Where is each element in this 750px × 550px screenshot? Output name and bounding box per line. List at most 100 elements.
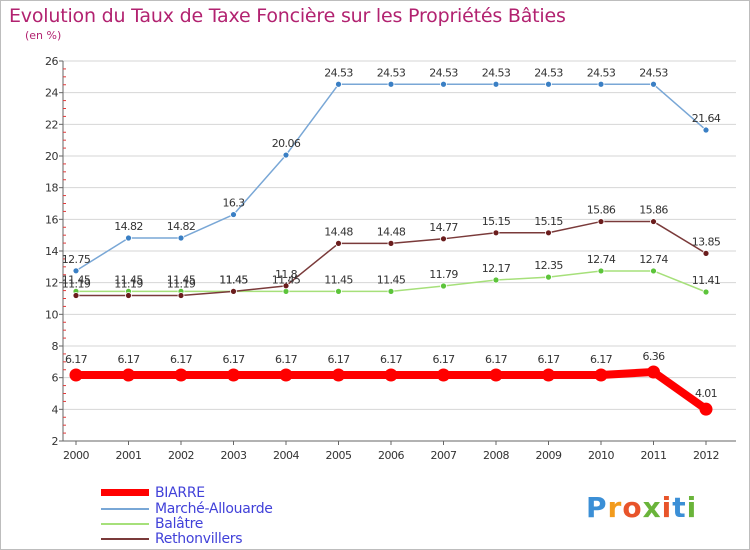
legend-swatch (101, 489, 149, 496)
x-tick-label: 2007 (431, 449, 457, 462)
data-label: 12.74 (639, 253, 668, 266)
data-label: 11.45 (272, 273, 301, 286)
data-point (597, 267, 605, 275)
data-point (702, 288, 710, 296)
data-label: 15.15 (534, 215, 563, 228)
data-label: 15.86 (639, 204, 668, 217)
data-label: 14.48 (377, 225, 406, 238)
data-point (440, 80, 447, 88)
logo-letter: t (672, 491, 687, 524)
data-label: 14.48 (324, 225, 353, 238)
data-label: 11.45 (219, 273, 248, 286)
data-point (282, 151, 290, 159)
data-label: 11.45 (167, 273, 196, 286)
data-label: 6.17 (170, 353, 193, 366)
data-label: 20.06 (272, 137, 301, 150)
data-point (440, 235, 447, 243)
y-tick-label: 12 (45, 277, 58, 290)
x-tick-label: 2000 (63, 449, 89, 462)
legend-label: Balâtre (155, 516, 204, 532)
data-point (177, 292, 185, 299)
data-label: 14.82 (114, 220, 143, 233)
data-point (699, 402, 713, 416)
y-tick-label: 16 (45, 213, 58, 226)
proxiti-logo: Proxiti (586, 491, 697, 524)
data-label: 6.17 (432, 353, 455, 366)
data-label: 14.82 (167, 220, 196, 233)
data-label: 24.53 (534, 66, 563, 79)
data-point (489, 368, 503, 382)
legend-item-marche-allouarde: Marché-Allouarde (101, 501, 361, 517)
data-label: 11.19 (62, 277, 91, 290)
data-label: 11.19 (167, 277, 196, 290)
data-label: 6.17 (222, 353, 245, 366)
x-tick-label: 2005 (326, 449, 352, 462)
data-label: 11.45 (324, 273, 353, 286)
data-label: 6.36 (642, 350, 665, 363)
data-label: 21.64 (692, 112, 721, 125)
data-label: 11.45 (377, 273, 406, 286)
x-tick-label: 2012 (693, 449, 719, 462)
y-tick-label: 6 (52, 372, 59, 385)
legend-item-biarre: BIARRE (101, 485, 361, 501)
data-point (282, 282, 290, 290)
data-point (594, 368, 608, 382)
data-label: 11.45 (114, 273, 143, 286)
data-label: 13.85 (692, 235, 721, 248)
data-point (230, 211, 237, 218)
data-label: 16.3 (222, 197, 245, 210)
data-point (335, 239, 342, 247)
data-point (492, 276, 500, 284)
data-point (69, 368, 83, 382)
data-point (72, 267, 80, 275)
y-tick-label: 22 (45, 118, 58, 131)
legend-item-rethonvillers: Rethonvillers (101, 531, 361, 547)
data-point (177, 234, 185, 242)
data-label: 24.53 (429, 66, 458, 79)
logo-letter: x (642, 491, 662, 524)
data-point (597, 218, 605, 225)
data-point (647, 365, 660, 379)
data-point (387, 80, 395, 88)
x-tick-label: 2003 (221, 449, 247, 462)
data-label: 11.45 (219, 273, 248, 286)
data-point (279, 368, 293, 382)
x-tick-label: 2002 (168, 449, 194, 462)
data-point (335, 80, 342, 88)
x-tick-label: 2004 (273, 449, 299, 462)
data-label: 12.35 (534, 259, 563, 272)
data-label: 11.45 (62, 273, 91, 286)
data-point (545, 80, 552, 88)
legend-label: BIARRE (155, 485, 205, 501)
x-tick-label: 2011 (641, 449, 667, 462)
data-point (650, 218, 657, 225)
data-label: 6.17 (327, 353, 350, 366)
data-point (437, 368, 450, 382)
data-label: 6.17 (537, 353, 560, 366)
x-tick-label: 2001 (116, 449, 142, 462)
data-point (492, 229, 500, 237)
data-label: 15.15 (482, 215, 511, 228)
logo-letter: r (607, 491, 623, 524)
legend-item-balatre: Balâtre (101, 516, 361, 532)
data-point (650, 80, 657, 88)
y-tick-label: 4 (52, 403, 59, 416)
data-point (545, 273, 552, 281)
data-point (702, 126, 710, 134)
logo-letter: i (661, 491, 673, 524)
data-label: 24.53 (587, 66, 616, 79)
data-label: 14.77 (429, 221, 458, 234)
legend-label: Rethonvillers (155, 531, 243, 547)
data-point (335, 287, 342, 295)
data-label: 11.79 (429, 268, 458, 281)
data-point (492, 80, 500, 88)
y-tick-label: 10 (45, 308, 58, 321)
data-point (125, 234, 132, 242)
data-label: 6.17 (65, 353, 88, 366)
data-label: 6.17 (275, 353, 298, 366)
y-tick-label: 24 (45, 87, 58, 100)
chart-title: Evolution du Taux de Taxe Foncière sur l… (9, 5, 566, 27)
data-label: 6.17 (380, 353, 403, 366)
data-label: 6.17 (485, 353, 508, 366)
